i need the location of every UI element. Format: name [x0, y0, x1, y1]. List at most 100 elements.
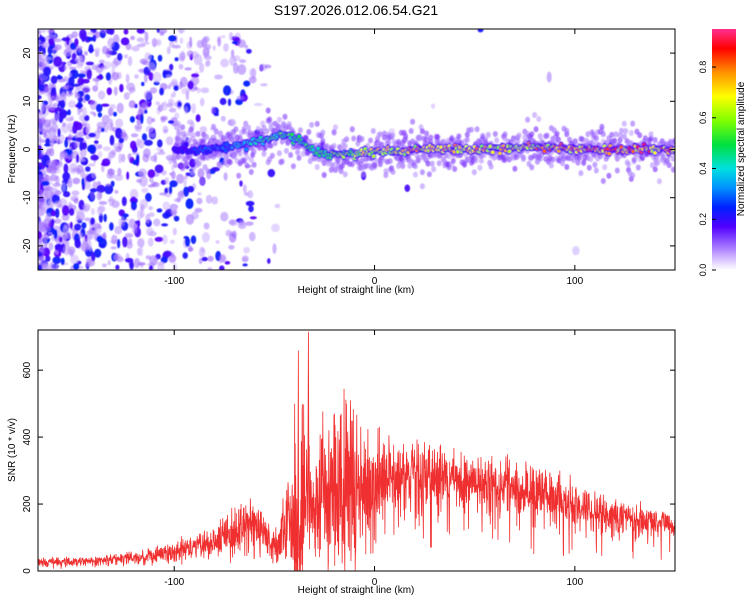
spectrogram-noise-cell [147, 237, 154, 247]
spectrogram-noise-cell [173, 85, 179, 91]
spectrogram-noise-cell [62, 122, 66, 128]
spectrogram-ridge-core [498, 151, 502, 156]
spectrogram-noise-cell [168, 120, 175, 124]
spectrogram-noise-cell [205, 194, 213, 204]
spectrogram-halo-cell [592, 161, 598, 168]
spectrogram-noise-cell [48, 104, 56, 111]
spectrogram-noise-cell [237, 64, 247, 75]
spectrogram-noise-cell [185, 172, 190, 177]
spectrogram-noise-cell [204, 61, 211, 68]
spectrogram-noise-cell [38, 241, 42, 249]
spectrogram-noise-cell [164, 177, 170, 185]
spectrogram-noise-cell [55, 189, 61, 196]
spectrogram-noise-cell [159, 87, 165, 96]
spectrogram-halo-cell [248, 169, 254, 175]
spectrogram-noise-cell [43, 66, 51, 77]
spectrogram-noise-cell [40, 74, 49, 81]
spectrogram-noise-cell [214, 74, 223, 80]
spectrogram-halo-cell [290, 163, 296, 170]
spectrogram-noise-cell [212, 45, 216, 51]
spectrogram-noise-cell [138, 168, 147, 178]
spectrogram-noise-cell [73, 263, 80, 270]
spectrogram-noise-cell [160, 115, 168, 121]
spectrogram-noise-cell [102, 146, 111, 152]
spectrogram-noise-cell [173, 210, 178, 215]
spectrogram-noise-cell [47, 33, 54, 39]
spectrogram-halo-cell [429, 160, 435, 167]
spectrogram-noise-cell [54, 250, 59, 255]
spectrogram-noise-cell [195, 114, 201, 122]
spectrogram-halo-cell [390, 168, 396, 175]
spectrogram-halo-cell [279, 158, 285, 165]
spectrogram-noise-cell [156, 208, 163, 213]
spectrogram-noise-cell [248, 205, 254, 213]
spectrogram-halo-cell [626, 161, 631, 168]
spectrogram-noise-cell [75, 137, 84, 143]
spectrogram-noise-cell [245, 200, 255, 207]
spectrogram-noise-cell [46, 163, 54, 174]
spectrogram-halo-cell [184, 161, 190, 167]
spectrogram-noise-cell [133, 258, 141, 268]
spectrogram-noise-cell [47, 93, 51, 101]
spectrogram-ridge-core [290, 132, 294, 137]
spectrogram-noise-cell [76, 154, 80, 163]
spectrogram-noise-cell [220, 211, 229, 222]
spectrogram-noise-cell [144, 31, 149, 43]
snr-panel: -100 0 100 0 200 400 600 Height of straight l… [7, 329, 676, 596]
spectrogram-noise-cell [199, 126, 207, 134]
spectrogram-noise-cell [145, 227, 154, 236]
spectrogram-noise-cell [88, 241, 93, 252]
spectrogram-halo-cell [390, 132, 396, 139]
spectrogram-noise-cell [82, 238, 91, 245]
spectrogram-noise-cell [131, 152, 140, 156]
spectrogram-halo-cell [621, 133, 627, 140]
spectrogram-noise-cell [157, 262, 165, 270]
spectrogram-noise-cell [68, 66, 77, 70]
spectrogram-halo-cell [373, 157, 379, 164]
snr-x-tick-label: 0 [372, 577, 378, 588]
spectrogram-noise-cell [73, 198, 79, 204]
spectrogram-noise-cell [38, 195, 45, 206]
spectrogram-noise-cell [191, 73, 200, 78]
spectrogram-halo-cell [295, 149, 301, 156]
spectrogram-noise-cell [87, 144, 96, 153]
spectrogram-noise-cell [178, 63, 184, 70]
spectrogram-x-tick-label: 0 [372, 276, 378, 287]
spectrogram-ridge-core [371, 154, 376, 159]
spectrogram-noise-cell [207, 267, 213, 270]
spectrogram-noise-cell [40, 102, 45, 113]
spectrogram-noise-cell [65, 90, 74, 97]
spectrogram-noise-cell [144, 52, 152, 62]
spectrogram-ridge-core [653, 151, 657, 155]
spectrogram-noise-cell [98, 238, 107, 249]
spectrogram-noise-cell [56, 204, 63, 209]
spectrogram-noise-cell [156, 151, 166, 155]
spectrogram-halo-cell [485, 131, 491, 138]
spectrogram-noise-cell [264, 64, 272, 69]
spectrogram-noise-cell [45, 212, 52, 224]
spectrogram-halo-cell [637, 132, 643, 139]
spectrogram-noise-cell [120, 153, 126, 163]
spectrogram-noise-cell [130, 35, 136, 41]
spectrogram-noise-cell [45, 138, 51, 146]
spectrogram-noise-cell [75, 209, 84, 215]
spectrogram-noise-cell [51, 159, 56, 166]
spectrogram-halo-cell [436, 160, 442, 167]
spectrogram-noise-cell [93, 130, 100, 140]
spectrogram-halo-cell [288, 152, 294, 158]
spectrogram-noise-cell [244, 44, 249, 50]
spectrogram-noise-cell [55, 208, 60, 219]
spectrogram-noise-cell [146, 116, 153, 125]
spectrogram-halo-cell [276, 116, 282, 123]
spectrogram-noise-cell [245, 221, 254, 226]
spectrogram-halo-cell [550, 156, 556, 163]
spectrogram-noise-cell [243, 246, 250, 254]
spectrogram-noise-cell [58, 109, 67, 119]
spectrogram-halo-cell [560, 160, 566, 167]
spectrogram-noise-cell [50, 96, 55, 100]
spectrogram-noise-cell [159, 192, 167, 196]
spectrogram-noise-cell [81, 222, 87, 229]
spectrogram-halo-cell [419, 128, 425, 135]
spectrogram-noise-cell [46, 29, 55, 34]
spectrogram-noise-cell [181, 87, 191, 95]
